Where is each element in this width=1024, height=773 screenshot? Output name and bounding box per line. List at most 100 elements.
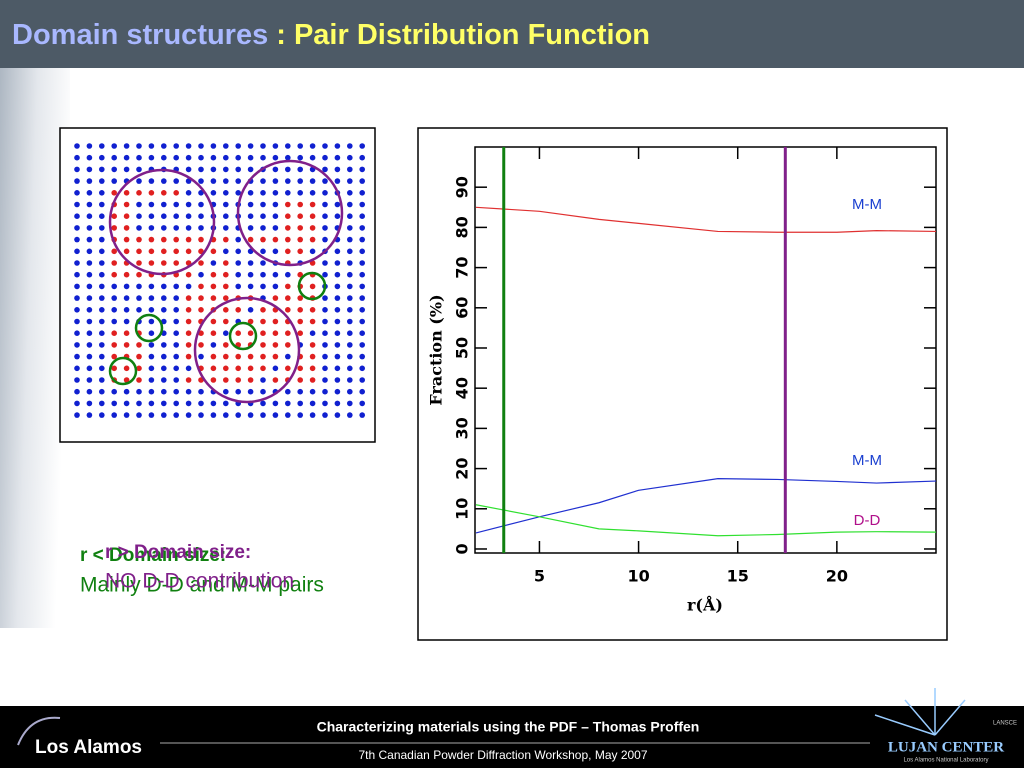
atom: [272, 342, 279, 348]
atom: [347, 271, 353, 278]
atom: [173, 190, 179, 196]
atom: [359, 400, 366, 407]
atom: [347, 143, 353, 149]
atom: [210, 260, 217, 266]
atom: [322, 190, 328, 196]
atom: [223, 283, 229, 290]
atom: [148, 342, 155, 348]
series-line: [475, 504, 937, 537]
atom: [161, 236, 167, 243]
atom: [272, 248, 279, 255]
atom: [86, 260, 93, 266]
atom: [322, 236, 328, 243]
atom: [173, 412, 179, 418]
atom: [223, 318, 229, 325]
atom: [148, 225, 155, 231]
atom: [272, 283, 279, 290]
logo-left: Los Alamos: [35, 737, 142, 758]
atom: [297, 365, 304, 372]
title-part: Domain structures: [12, 19, 268, 51]
atom: [297, 412, 304, 418]
atom: [285, 213, 291, 219]
atom: [185, 365, 192, 372]
domain-circle: [108, 356, 138, 386]
atom: [260, 190, 266, 196]
atom: [347, 400, 353, 407]
atom: [136, 295, 142, 301]
atom: [334, 318, 341, 325]
atom: [185, 143, 192, 149]
atom: [111, 318, 117, 325]
atom: [185, 342, 192, 348]
atom: [136, 365, 142, 372]
atom: [185, 307, 192, 313]
atom: [247, 307, 254, 313]
atom: [86, 330, 93, 337]
atom: [235, 283, 241, 290]
atom: [198, 342, 204, 348]
header-bar: [0, 0, 1024, 68]
atom: [272, 365, 279, 372]
atom: [136, 307, 142, 313]
atom: [136, 213, 142, 219]
atom: [210, 178, 217, 184]
atom: [223, 213, 229, 219]
atom: [223, 271, 229, 278]
atom: [185, 388, 192, 395]
domain-circle: [193, 296, 301, 404]
atom: [210, 330, 217, 337]
atom: [74, 166, 80, 173]
atom: [74, 271, 80, 278]
atom: [74, 283, 80, 290]
atom: [297, 330, 304, 337]
atom: [309, 388, 316, 395]
atom: [260, 330, 266, 337]
atom: [123, 365, 130, 372]
series-line: [475, 206, 937, 233]
atom: [260, 342, 266, 348]
atom: [86, 295, 93, 301]
y-tick-label: 40: [453, 377, 472, 399]
atom: [223, 166, 229, 173]
x-tick-label: 20: [826, 567, 848, 586]
snow-image: [0, 68, 70, 628]
atom: [210, 143, 217, 149]
atom: [247, 201, 254, 208]
atom: [86, 307, 93, 313]
atom: [123, 154, 130, 161]
atom: [111, 190, 117, 196]
atom: [161, 190, 167, 196]
atom: [123, 283, 130, 290]
atom: [285, 201, 291, 208]
atom: [334, 342, 341, 348]
atom: [210, 283, 217, 290]
atom: [260, 143, 266, 149]
atom: [86, 248, 93, 255]
atom: [322, 400, 328, 407]
atom: [198, 260, 204, 266]
atom: [161, 213, 167, 219]
atom: [285, 365, 291, 372]
atom: [99, 154, 105, 161]
atom: [285, 353, 291, 360]
atom: [99, 236, 105, 243]
atom: [309, 283, 316, 290]
atom: [136, 353, 142, 360]
atom: [74, 365, 80, 372]
atom: [185, 318, 192, 325]
y-tick-label: 30: [453, 417, 472, 439]
atom: [210, 190, 217, 196]
atom: [359, 154, 366, 161]
atom: [148, 307, 155, 313]
atom: [297, 236, 304, 243]
atom: [272, 400, 279, 407]
atom: [285, 271, 291, 278]
atom: [235, 353, 241, 360]
atom: [161, 143, 167, 149]
atom: [223, 412, 229, 418]
atom: [223, 388, 229, 395]
atom: [185, 400, 192, 407]
atom: [74, 260, 80, 266]
atom: [123, 248, 130, 255]
atom: [285, 236, 291, 243]
